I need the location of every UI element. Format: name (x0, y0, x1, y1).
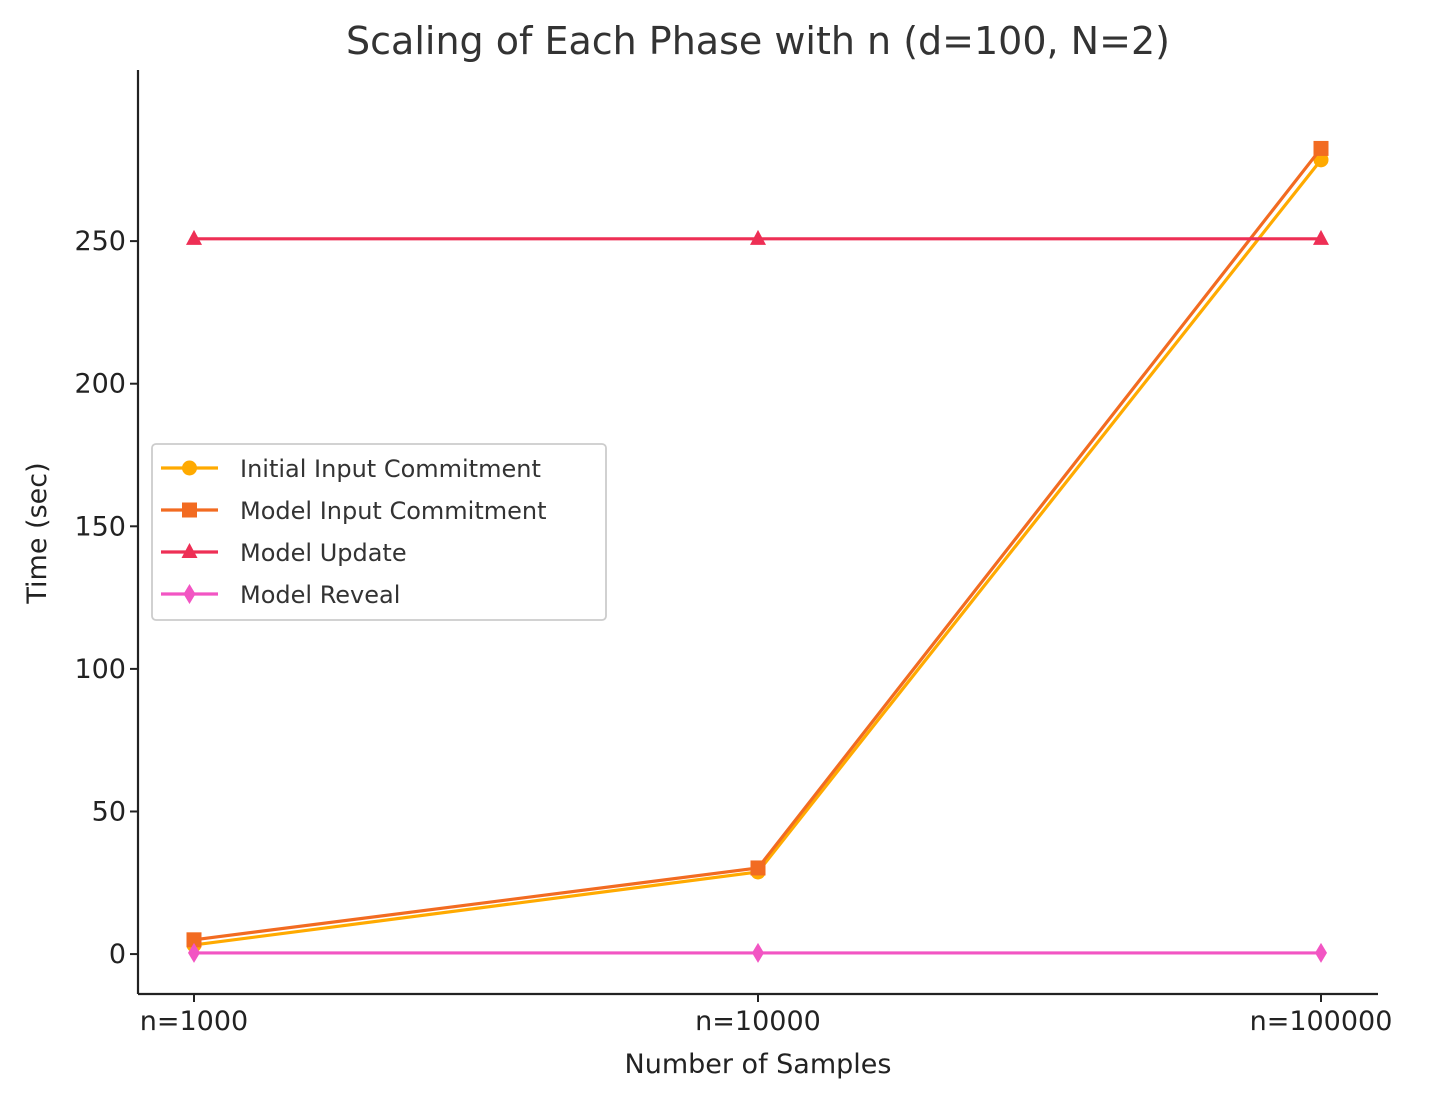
legend-label: Initial Input Commitment (240, 455, 541, 483)
y-tick-label: 200 (74, 369, 126, 400)
legend: Initial Input Commitment Model Input Comm… (151, 443, 607, 621)
chart-title: Scaling of Each Phase with n (d=100, N=2… (346, 19, 1170, 63)
legend-box (151, 443, 607, 621)
x-tick-label: n=100000 (1250, 1006, 1393, 1037)
legend-item: Model Update (161, 539, 407, 567)
data-point (188, 942, 200, 963)
y-tick-label: 0 (109, 939, 126, 970)
y-tick-label: 50 (92, 796, 126, 827)
legend-item: Model Input Commitment (161, 497, 547, 525)
x-axis-label: Number of Samples (625, 1049, 892, 1080)
x-tick-label: n=10000 (695, 1006, 821, 1037)
data-point (750, 229, 766, 245)
legend-swatch-marker (182, 502, 197, 518)
axes: 0 50 100 150 200 250 n=1000 n=10000 n=100000 (74, 70, 1392, 1037)
x-tick-label: n=1000 (140, 1006, 248, 1037)
legend-item: Model Reveal (161, 581, 400, 609)
series-4 (188, 942, 1327, 963)
data-point (1313, 140, 1329, 156)
legend-label: Model Input Commitment (240, 497, 547, 525)
legend-swatch-marker (181, 543, 198, 558)
legend-swatch-marker (183, 584, 196, 604)
y-tick-label: 150 (74, 511, 126, 542)
legend-swatch-marker (182, 460, 197, 476)
legend-label: Model Reveal (240, 581, 400, 609)
data-point (186, 932, 202, 948)
legend-label: Model Update (240, 539, 407, 567)
data-point (186, 229, 202, 245)
data-point (1313, 229, 1329, 245)
data-point (750, 860, 766, 876)
series-layer (186, 140, 1329, 963)
data-point (1313, 152, 1329, 168)
legend-item: Initial Input Commitment (161, 455, 541, 483)
data-point (752, 942, 764, 963)
y-tick-label: 100 (74, 654, 126, 685)
series-2 (186, 140, 1329, 948)
y-tick-label: 250 (74, 226, 126, 257)
series-3 (186, 229, 1329, 245)
y-axis-label: Time (sec) (22, 462, 53, 604)
data-point (1315, 942, 1327, 963)
